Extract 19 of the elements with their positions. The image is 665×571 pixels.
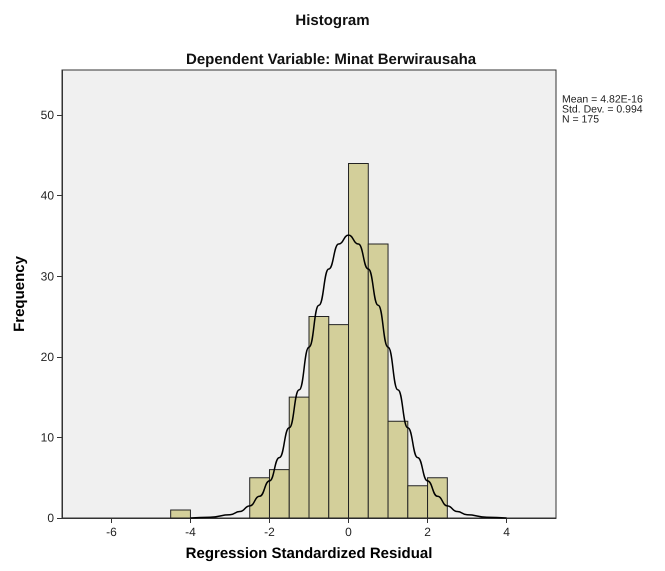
text: N = 175	[562, 114, 600, 126]
x-tick-label: 2	[424, 525, 432, 539]
text: Mean = 4.82E-16	[562, 94, 644, 106]
text: Std. Dev. = 0.994	[562, 104, 643, 116]
x-tick-label: -4	[185, 525, 196, 539]
chart-title: Histogram	[295, 12, 370, 29]
chart-subtitle: Dependent Variable: Minat Berwirausaha	[186, 51, 477, 68]
y-tick-label: 0	[47, 511, 54, 525]
x-axis-title: Regression Standardized Residual	[186, 545, 432, 562]
y-tick-label: 20	[40, 350, 54, 364]
x-tick-label: -6	[106, 525, 118, 539]
y-axis-title: Frequency	[11, 255, 28, 332]
y-tick-label: 10	[40, 430, 54, 444]
y-tick-label: 50	[40, 108, 54, 122]
x-tick-label: 4	[503, 525, 510, 539]
x-tick-label: -2	[264, 525, 276, 539]
y-tick-label: 40	[40, 188, 54, 203]
y-tick-label: 30	[40, 269, 54, 284]
x-tick-label: 0	[345, 525, 352, 539]
